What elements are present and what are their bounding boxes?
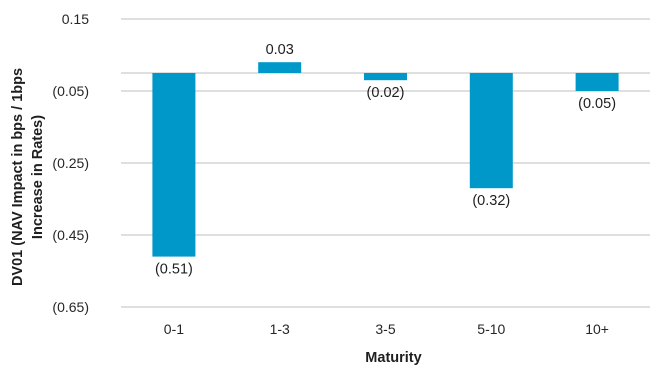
bar-5-10 <box>469 73 513 189</box>
y-axis-title-line: Increase in Rates) <box>30 115 46 239</box>
bar-3-5 <box>364 73 407 81</box>
y-tick-label: (0.05) <box>52 83 89 99</box>
x-axis-ticks: 0-1 1-3 3-5 5-10 10+ <box>164 321 609 337</box>
data-label: (0.02) <box>367 85 405 101</box>
x-tick-label: 3-5 <box>375 321 395 337</box>
y-tick-label: 0.15 <box>62 11 89 27</box>
data-label: (0.05) <box>578 96 616 112</box>
y-tick-label: (0.25) <box>52 155 89 171</box>
y-tick-label: (0.45) <box>52 227 89 243</box>
gridlines <box>121 18 650 308</box>
x-tick-label: 1-3 <box>270 321 290 337</box>
bar-0-1 <box>152 73 196 257</box>
x-tick-label: 0-1 <box>164 321 184 337</box>
data-label: (0.32) <box>472 193 510 209</box>
y-tick-label: (0.65) <box>52 299 89 315</box>
y-axis-ticks: 0.15 (0.05) (0.25) (0.45) (0.65) <box>52 11 89 315</box>
bar-10+ <box>575 73 619 91</box>
x-tick-label: 5-10 <box>477 321 505 337</box>
data-label: (0.51) <box>155 262 193 278</box>
x-tick-label: 10+ <box>585 321 609 337</box>
bars <box>152 62 619 257</box>
x-axis-title: Maturity <box>365 350 421 366</box>
data-label: 0.03 <box>266 42 294 58</box>
y-axis-title: DV01 (NAV Impact in bps / 1bps Increase i… <box>10 68 46 286</box>
data-labels: (0.51) 0.03 (0.02) (0.32) (0.05) <box>155 42 616 277</box>
y-axis-title-line: DV01 (NAV Impact in bps / 1bps <box>10 68 26 286</box>
bar-1-3 <box>258 62 302 73</box>
